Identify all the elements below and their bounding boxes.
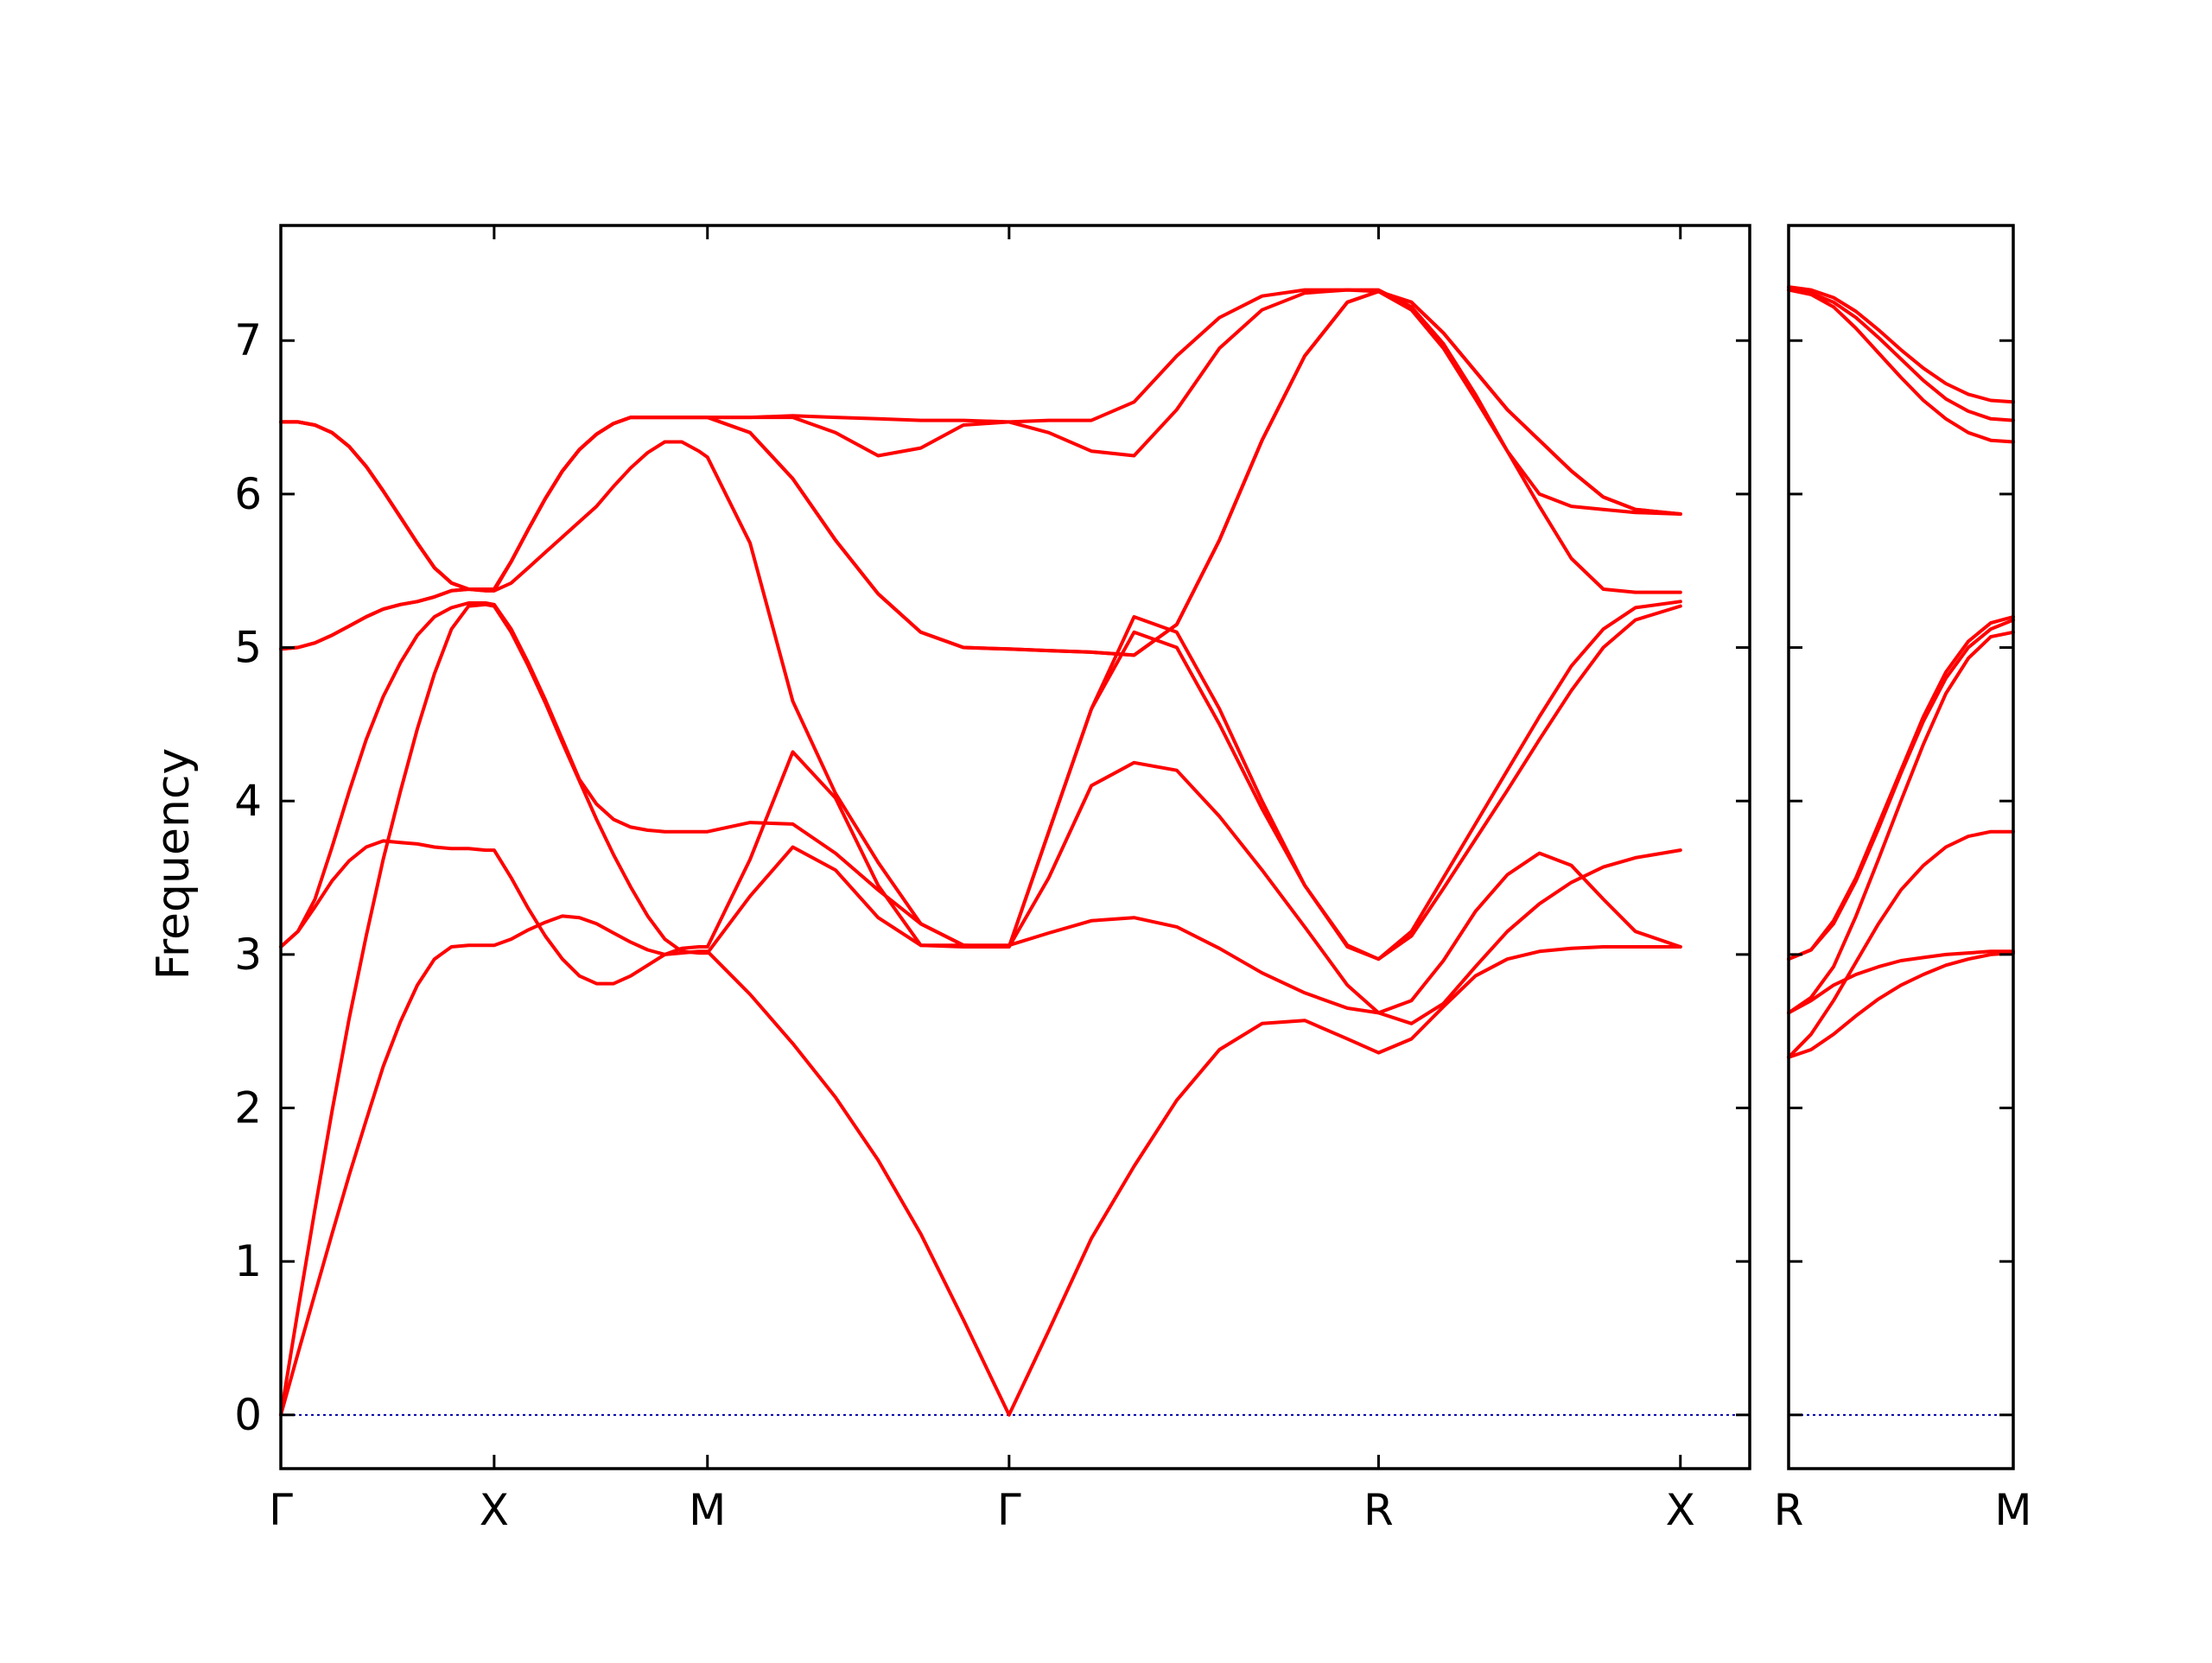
band-line [1787,288,2015,422]
y-tick-label: 0 [234,1390,262,1440]
y-tick-label: 2 [234,1083,262,1133]
band-line [279,750,1682,1025]
y-tick-label: 4 [234,776,262,826]
band-line [1787,615,2015,962]
band-line [1787,951,2015,1059]
y-tick-label: 3 [234,930,262,980]
band-line [279,288,1682,651]
x-tick-label: R [1774,1485,1804,1535]
band-line [279,440,1682,962]
x-tick-label: X [1666,1485,1695,1535]
x-tick-label: R [1363,1485,1394,1535]
axes-frame [1787,224,2015,1470]
x-tick-label: Γ [269,1485,293,1535]
band-line [1787,829,2015,1059]
band-line [1787,618,2015,962]
band-line [279,601,1682,962]
y-tick-label: 7 [234,315,262,365]
x-tick-label: X [480,1485,509,1535]
y-axis-label: Frequency [148,748,200,981]
band-line [279,602,1682,1417]
x-tick-label: M [1994,1485,2031,1535]
band-line [279,288,1682,591]
y-tick-label: 1 [234,1236,262,1286]
band-line [1787,949,2015,1015]
band-line [1787,630,2015,1015]
x-tick-label: M [689,1485,726,1535]
band-line [1787,288,2015,444]
y-tick-label: 6 [234,469,262,519]
band-line [279,289,1682,657]
x-tick-label: Γ [997,1485,1021,1535]
axes-frame [279,224,1751,1470]
band-line [279,914,1682,1417]
band-line [1787,285,2015,404]
band-line [279,289,1682,657]
y-tick-label: 5 [234,623,262,673]
